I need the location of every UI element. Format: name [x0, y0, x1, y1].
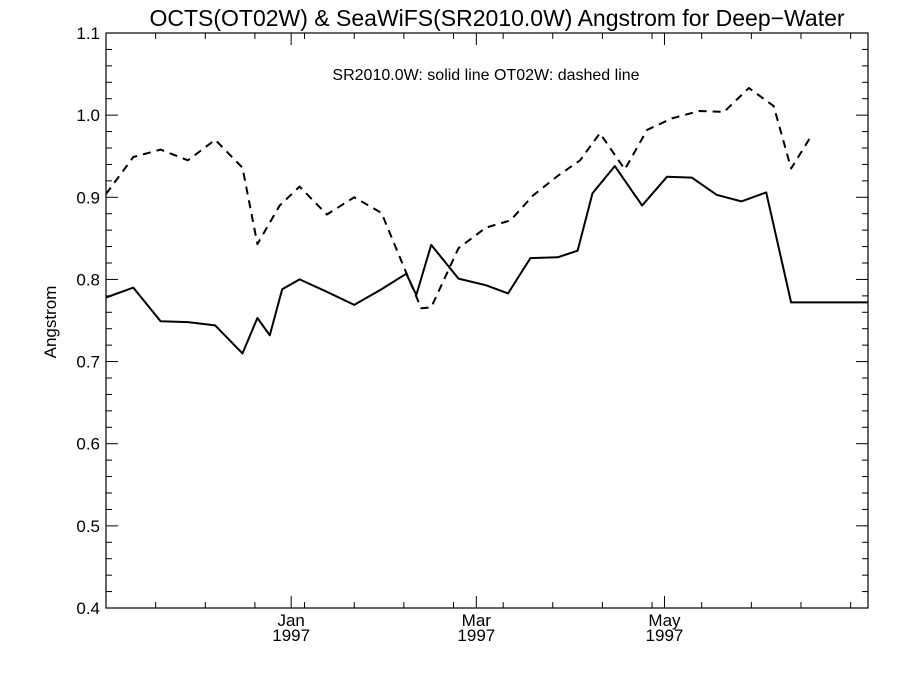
plot-frame	[105, 32, 869, 609]
series-line-sr2010-0w	[105, 165, 868, 355]
x-tick-month-label: May	[648, 611, 681, 630]
y-tick-label: 0.5	[76, 517, 100, 536]
y-axis-label: Angstrom	[41, 286, 60, 359]
x-tick-month-label: Jan	[277, 611, 304, 630]
series-line-ot02w	[105, 87, 812, 310]
x-tick-year-label: 1997	[272, 626, 310, 645]
x-tick-year-label: 1997	[646, 626, 684, 645]
chart-title: OCTS(OT02W) & SeaWiFS(SR2010.0W) Angstro…	[149, 5, 844, 31]
y-tick-label: 0.8	[76, 270, 100, 289]
y-tick-label: 1.1	[76, 24, 100, 43]
y-tick-label: 1.0	[76, 106, 100, 125]
x-tick-year-label: 1997	[457, 626, 495, 645]
y-tick-label: 0.9	[76, 188, 100, 207]
series-layer	[105, 87, 868, 355]
y-tick-label: 0.4	[76, 599, 100, 618]
line-style-legend: SR2010.0W: solid line OT02W: dashed line	[332, 67, 639, 84]
x-tick-month-label: Mar	[462, 611, 492, 630]
y-axis: 0.4 0.5 0.6 0.7 0.8 0.9 1.0 1.1	[76, 24, 868, 618]
y-tick-label: 0.6	[76, 435, 100, 454]
y-tick-label: 0.7	[76, 353, 100, 372]
